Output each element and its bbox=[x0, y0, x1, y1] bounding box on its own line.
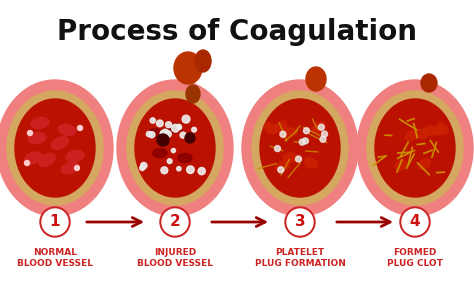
Circle shape bbox=[274, 146, 281, 152]
Ellipse shape bbox=[28, 132, 46, 143]
Circle shape bbox=[303, 128, 310, 134]
Circle shape bbox=[295, 156, 301, 162]
Circle shape bbox=[182, 115, 190, 123]
Circle shape bbox=[25, 161, 29, 166]
Ellipse shape bbox=[280, 129, 293, 139]
Circle shape bbox=[280, 131, 286, 137]
Text: INJURED
BLOOD VESSEL: INJURED BLOOD VESSEL bbox=[137, 248, 213, 268]
Circle shape bbox=[78, 125, 82, 130]
Ellipse shape bbox=[260, 99, 340, 197]
Circle shape bbox=[278, 167, 284, 173]
Ellipse shape bbox=[367, 91, 463, 205]
Circle shape bbox=[319, 124, 324, 130]
Ellipse shape bbox=[61, 162, 79, 174]
Ellipse shape bbox=[431, 126, 444, 135]
Circle shape bbox=[40, 207, 70, 237]
Circle shape bbox=[160, 130, 166, 136]
Ellipse shape bbox=[242, 80, 358, 216]
Ellipse shape bbox=[195, 50, 211, 72]
Ellipse shape bbox=[405, 131, 418, 141]
Circle shape bbox=[162, 209, 188, 235]
Ellipse shape bbox=[419, 159, 430, 169]
Circle shape bbox=[321, 131, 328, 137]
Ellipse shape bbox=[66, 150, 84, 162]
Circle shape bbox=[177, 166, 181, 171]
Circle shape bbox=[157, 134, 169, 146]
Ellipse shape bbox=[274, 121, 287, 132]
Ellipse shape bbox=[186, 85, 200, 103]
Ellipse shape bbox=[153, 148, 167, 157]
Circle shape bbox=[180, 132, 186, 138]
Ellipse shape bbox=[375, 99, 455, 197]
Ellipse shape bbox=[117, 80, 233, 216]
Circle shape bbox=[156, 120, 163, 127]
Circle shape bbox=[167, 159, 172, 164]
Circle shape bbox=[162, 129, 169, 136]
Circle shape bbox=[165, 122, 172, 128]
Ellipse shape bbox=[39, 153, 55, 166]
Circle shape bbox=[141, 162, 147, 169]
Ellipse shape bbox=[422, 126, 435, 136]
Ellipse shape bbox=[7, 91, 103, 205]
Text: Process of Coagulation: Process of Coagulation bbox=[57, 18, 417, 46]
Ellipse shape bbox=[178, 153, 192, 162]
Ellipse shape bbox=[357, 80, 473, 216]
Circle shape bbox=[42, 209, 68, 235]
Circle shape bbox=[146, 131, 152, 137]
Ellipse shape bbox=[415, 129, 428, 139]
Circle shape bbox=[285, 207, 315, 237]
Ellipse shape bbox=[421, 74, 437, 92]
Ellipse shape bbox=[252, 91, 348, 205]
Ellipse shape bbox=[168, 123, 182, 132]
Ellipse shape bbox=[306, 67, 326, 91]
Circle shape bbox=[140, 166, 145, 171]
Circle shape bbox=[150, 118, 155, 123]
Text: 1: 1 bbox=[50, 214, 60, 230]
Circle shape bbox=[74, 166, 80, 171]
Ellipse shape bbox=[395, 160, 407, 171]
Circle shape bbox=[177, 125, 182, 129]
Ellipse shape bbox=[148, 129, 162, 138]
Ellipse shape bbox=[24, 152, 42, 164]
Circle shape bbox=[400, 207, 430, 237]
Circle shape bbox=[192, 127, 196, 132]
Circle shape bbox=[287, 209, 313, 235]
Ellipse shape bbox=[135, 99, 215, 197]
Circle shape bbox=[177, 124, 181, 129]
Ellipse shape bbox=[283, 153, 297, 162]
Circle shape bbox=[171, 148, 175, 153]
Circle shape bbox=[165, 131, 171, 137]
Text: 4: 4 bbox=[410, 214, 420, 230]
Ellipse shape bbox=[283, 128, 297, 137]
Text: 2: 2 bbox=[170, 214, 181, 230]
Ellipse shape bbox=[304, 158, 318, 168]
Circle shape bbox=[27, 130, 33, 136]
Circle shape bbox=[402, 209, 428, 235]
Circle shape bbox=[299, 139, 305, 145]
Text: PLATELET
PLUG FORMATION: PLATELET PLUG FORMATION bbox=[255, 248, 346, 268]
Ellipse shape bbox=[437, 123, 448, 134]
Circle shape bbox=[185, 133, 195, 143]
Circle shape bbox=[320, 136, 326, 142]
Circle shape bbox=[160, 207, 190, 237]
Ellipse shape bbox=[58, 124, 76, 136]
Ellipse shape bbox=[15, 99, 95, 197]
Text: 3: 3 bbox=[295, 214, 305, 230]
Ellipse shape bbox=[276, 161, 290, 171]
Text: NORMAL
BLOOD VESSEL: NORMAL BLOOD VESSEL bbox=[17, 248, 93, 268]
Ellipse shape bbox=[52, 137, 69, 149]
Circle shape bbox=[302, 138, 309, 144]
Ellipse shape bbox=[127, 91, 223, 205]
Ellipse shape bbox=[264, 123, 276, 134]
Ellipse shape bbox=[0, 80, 113, 216]
Circle shape bbox=[187, 166, 194, 173]
Circle shape bbox=[161, 167, 168, 174]
Ellipse shape bbox=[174, 52, 202, 84]
Circle shape bbox=[172, 124, 180, 132]
Circle shape bbox=[198, 168, 205, 175]
Text: FORMED
PLUG CLOT: FORMED PLUG CLOT bbox=[387, 248, 443, 268]
Ellipse shape bbox=[31, 117, 49, 129]
Ellipse shape bbox=[313, 122, 325, 133]
Circle shape bbox=[149, 132, 155, 138]
